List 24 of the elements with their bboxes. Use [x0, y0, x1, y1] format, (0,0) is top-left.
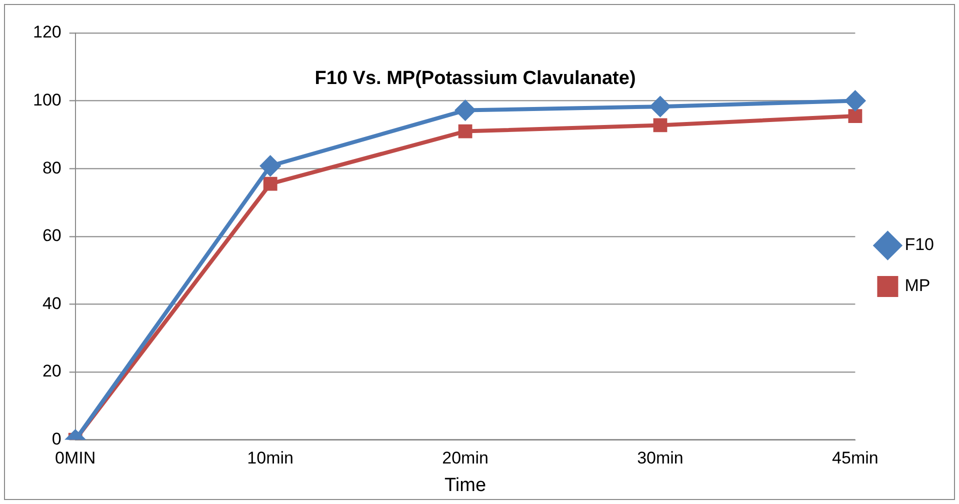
- point: [455, 100, 476, 120]
- point: [848, 109, 862, 124]
- x-tick-label: 0MIN: [55, 448, 96, 468]
- y-tick-label: 80: [42, 158, 62, 178]
- legend-label: MP: [904, 276, 930, 296]
- y-tick-label: 120: [32, 22, 62, 42]
- text: F10 Vs. MP(Potassium Clavulanate): [314, 68, 636, 90]
- point: [650, 96, 670, 117]
- x-tick-label: 10min: [247, 448, 294, 468]
- y-tick-label: 20: [42, 362, 62, 381]
- y-tick-label: 0: [52, 429, 62, 448]
- y-tick-label: 100: [32, 90, 62, 110]
- x-tick-label: 20min: [442, 448, 488, 468]
- x-axis-title: Time: [444, 474, 486, 496]
- point: [458, 124, 472, 138]
- x-tick-label: 45min: [832, 448, 878, 468]
- point: [845, 90, 866, 111]
- x-tick-label: 30min: [637, 448, 684, 468]
- point: [260, 156, 280, 176]
- point: [653, 118, 668, 132]
- legend-label: F10: [904, 235, 934, 254]
- y-tick-label: 60: [42, 226, 62, 246]
- point: [263, 176, 278, 191]
- y-tick-label: 40: [42, 294, 62, 313]
